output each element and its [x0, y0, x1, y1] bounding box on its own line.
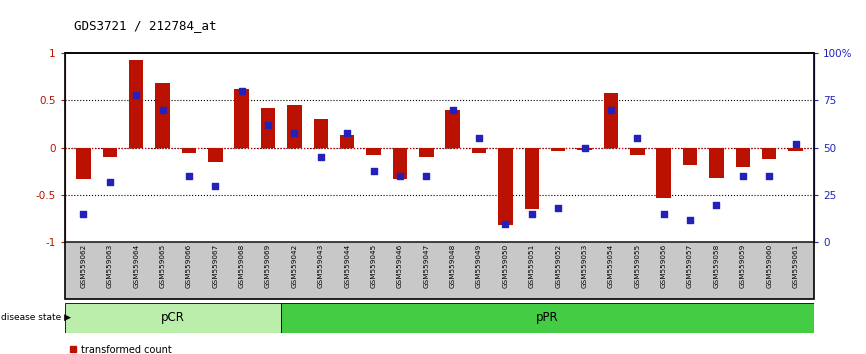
Bar: [281, 303, 814, 333]
Bar: [65, 303, 281, 333]
Bar: [288, 105, 301, 148]
Point: [578, 145, 591, 150]
Legend: transformed count, percentile rank within the sample: transformed count, percentile rank withi…: [70, 345, 247, 354]
Bar: [604, 93, 618, 148]
Bar: [630, 148, 644, 155]
Bar: [102, 148, 117, 157]
Point: [604, 107, 617, 113]
Point: [630, 136, 644, 141]
Point: [313, 154, 327, 160]
Bar: [261, 108, 275, 148]
Bar: [551, 148, 565, 151]
Bar: [656, 148, 671, 198]
Point: [340, 130, 354, 136]
Bar: [366, 148, 381, 155]
Point: [472, 136, 486, 141]
Bar: [155, 84, 170, 148]
Bar: [340, 136, 354, 148]
Point: [288, 130, 301, 136]
Point: [129, 92, 143, 98]
Point: [156, 107, 170, 113]
Point: [552, 206, 565, 211]
Bar: [419, 148, 434, 157]
Bar: [208, 148, 223, 162]
Point: [525, 211, 539, 217]
Bar: [525, 148, 539, 209]
Point: [235, 88, 249, 94]
Point: [419, 173, 433, 179]
Point: [736, 173, 750, 179]
Text: GDS3721 / 212784_at: GDS3721 / 212784_at: [74, 19, 216, 32]
Point: [656, 211, 670, 217]
Bar: [735, 148, 750, 167]
Point: [499, 221, 513, 227]
Bar: [788, 148, 803, 151]
Bar: [578, 148, 591, 150]
Point: [182, 173, 196, 179]
Bar: [472, 148, 487, 153]
Bar: [129, 60, 144, 148]
Point: [103, 179, 117, 185]
Point: [446, 107, 460, 113]
Point: [762, 173, 776, 179]
Point: [262, 122, 275, 128]
Point: [366, 168, 380, 173]
Text: pCR: pCR: [161, 311, 185, 324]
Point: [76, 211, 90, 217]
Bar: [313, 119, 328, 148]
Bar: [235, 89, 249, 148]
Point: [393, 173, 407, 179]
Bar: [76, 148, 91, 179]
Bar: [762, 148, 777, 159]
Point: [209, 183, 223, 188]
Bar: [182, 148, 197, 153]
Bar: [709, 148, 724, 178]
Point: [683, 217, 697, 223]
Point: [789, 141, 803, 147]
Bar: [498, 148, 513, 225]
Point: [709, 202, 723, 207]
Text: pPR: pPR: [536, 311, 559, 324]
Text: disease state ▶: disease state ▶: [1, 313, 71, 322]
Bar: [392, 148, 407, 179]
Bar: [682, 148, 697, 165]
Bar: [445, 110, 460, 148]
